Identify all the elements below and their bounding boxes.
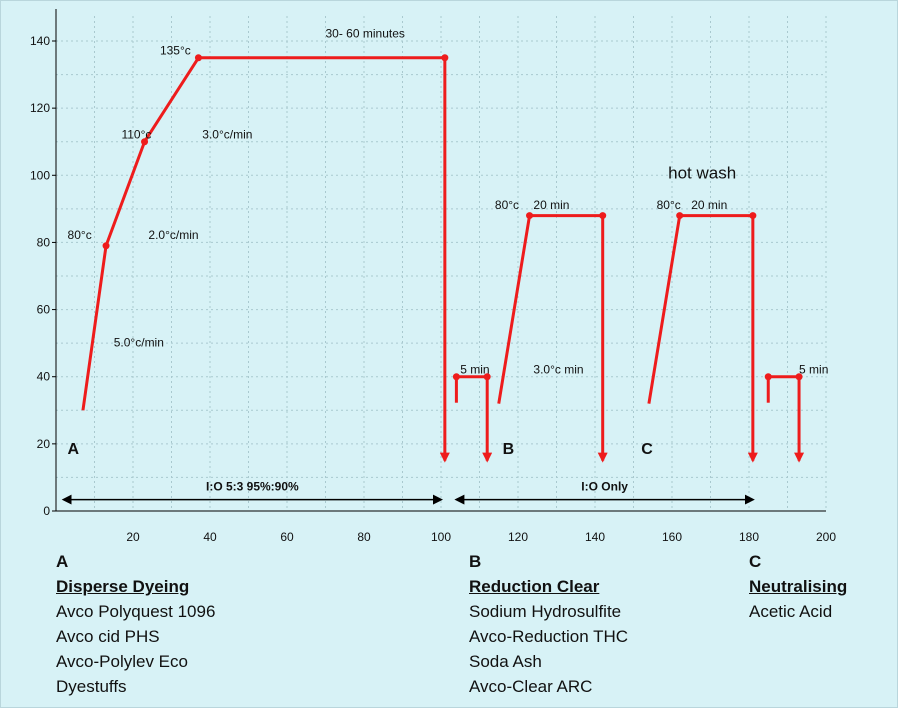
annotation-label: 80°c — [657, 198, 681, 212]
y-tick-label: 140 — [30, 34, 50, 48]
legend-a-item: Avco Polyquest 1096 — [56, 602, 216, 621]
temperature-profile-chart: 0 20 40 60 80 100 120 140 20 40 60 80 100 120 140 160 18… — [30, 9, 836, 544]
annotation-label: 3.0°c/min — [202, 127, 252, 141]
y-tick-label: 0 — [43, 504, 50, 518]
annotation-label: C — [641, 441, 653, 458]
legend-a-heading: Disperse Dyeing — [56, 577, 190, 596]
annotation-label: 80°c — [495, 198, 519, 212]
legend-b-item: Avco-Reduction THC — [469, 627, 629, 646]
annotations: I:O 5:3 95%:90% I:O Only 30- 60 minutes 135… — [68, 27, 829, 494]
legend-b: B Reduction Clear Sodium Hydrosulfite Av… — [469, 549, 628, 699]
y-tick-label: 60 — [37, 303, 51, 317]
annotation-label: 20 min — [533, 198, 569, 212]
x-tick-label: 140 — [585, 530, 605, 544]
grid — [56, 16, 827, 511]
x-tick-label: 160 — [662, 530, 682, 544]
x-tick-label: 60 — [280, 530, 294, 544]
series-line-0 — [81, 56, 445, 411]
series — [81, 54, 757, 411]
annotation-label: 5 min — [460, 362, 489, 376]
annotation-label: 30- 60 minutes — [326, 27, 405, 41]
legend-c: C Neutralising Acetic Acid — [749, 549, 847, 624]
data-point — [102, 242, 110, 250]
data-point — [194, 54, 202, 62]
range-arrow-label: I:O 5:3 95%:90% — [206, 480, 299, 494]
x-tick-label: 80 — [357, 530, 371, 544]
legend-b-item: Sodium Hydrosulfite — [469, 602, 622, 621]
annotation-label: 135°c — [160, 43, 191, 57]
annotation-label: 80°c — [68, 228, 92, 242]
legend-b-item: Soda Ash — [469, 652, 542, 671]
y-tick-label: 100 — [30, 168, 50, 182]
annotation-label: 5 min — [799, 362, 828, 376]
x-tick-label: 20 — [126, 530, 140, 544]
legend-b-letter: B — [469, 552, 482, 571]
axes: 0 20 40 60 80 100 120 140 20 40 60 80 100 120 140 160 18… — [30, 9, 836, 544]
legend-b-item: Avco-Clear ARC — [469, 677, 593, 696]
legend-a-item: Avco-Polylev Eco — [56, 652, 188, 671]
x-tick-label: 180 — [739, 530, 759, 544]
legend-a-item: Dyestuffs — [56, 677, 127, 696]
y-tick-label: 40 — [37, 370, 51, 384]
range-arrow-label: I:O Only — [581, 480, 628, 494]
legend-c-item: Acetic Acid — [749, 602, 833, 621]
arrows — [61, 57, 805, 505]
legend-a-letter: A — [56, 552, 69, 571]
data-point — [141, 138, 149, 146]
annotation-label: 110°c — [121, 127, 151, 141]
legend-b-heading: Reduction Clear — [469, 577, 600, 596]
annotation-label: 3.0°c min — [533, 362, 583, 376]
y-tick-label: 80 — [37, 235, 51, 249]
annotation-label: B — [503, 441, 515, 458]
data-point — [526, 212, 534, 220]
x-tick-label: 120 — [508, 530, 528, 544]
y-tick-label: 20 — [37, 437, 51, 451]
x-tick-label: 40 — [203, 530, 217, 544]
annotation-label: 20 min — [691, 198, 727, 212]
annotation-label: 2.0°c/min — [148, 228, 198, 242]
annotation-label: hot wash — [668, 164, 736, 183]
legend-a-item: Avco cid PHS — [56, 627, 160, 646]
data-point — [676, 212, 684, 220]
x-tick-label: 100 — [431, 530, 451, 544]
y-tick-label: 120 — [30, 101, 50, 115]
annotation-label: 5.0°c/min — [114, 336, 164, 350]
annotation-label: A — [68, 441, 80, 458]
hold-step-point — [452, 373, 460, 381]
legend-c-heading: Neutralising — [749, 577, 848, 596]
x-tick-label: 200 — [816, 530, 836, 544]
legend-a: A Disperse Dyeing Avco Polyquest 1096 Av… — [56, 549, 215, 699]
hold-step-point — [764, 373, 772, 381]
legend-c-letter: C — [749, 552, 762, 571]
